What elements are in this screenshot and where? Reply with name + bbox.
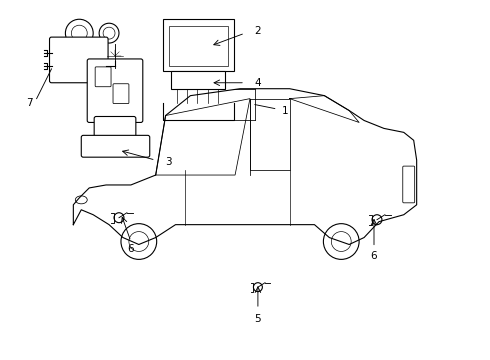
- Text: 2: 2: [255, 26, 261, 36]
- Text: 4: 4: [255, 78, 261, 88]
- FancyBboxPatch shape: [94, 117, 136, 140]
- FancyBboxPatch shape: [169, 26, 228, 66]
- FancyBboxPatch shape: [95, 67, 111, 87]
- Text: 6: 6: [370, 251, 377, 261]
- FancyBboxPatch shape: [403, 166, 415, 203]
- Text: 3: 3: [165, 157, 172, 167]
- Text: 5: 5: [255, 314, 261, 324]
- FancyBboxPatch shape: [113, 84, 129, 104]
- Text: 6: 6: [127, 244, 134, 255]
- FancyBboxPatch shape: [81, 135, 150, 157]
- FancyBboxPatch shape: [87, 59, 143, 122]
- FancyBboxPatch shape: [163, 19, 234, 71]
- Text: 7: 7: [26, 98, 33, 108]
- FancyBboxPatch shape: [49, 37, 108, 83]
- Text: 1: 1: [281, 105, 288, 116]
- FancyBboxPatch shape: [171, 71, 225, 89]
